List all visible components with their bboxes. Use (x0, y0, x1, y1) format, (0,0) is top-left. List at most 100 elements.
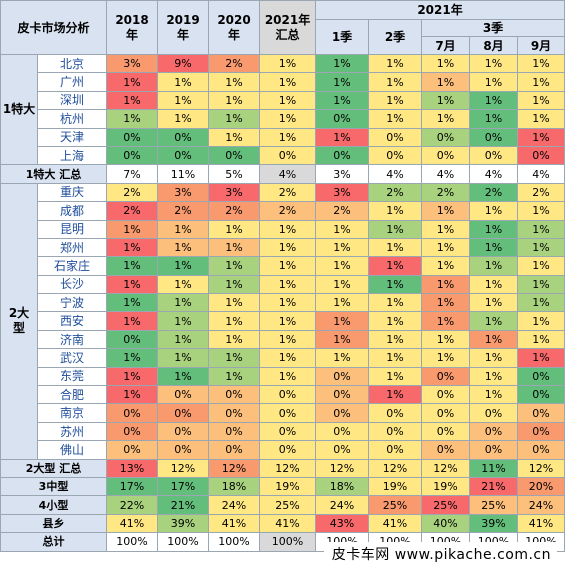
table-row: 武汉 1% 1% 1% 1% 1% 1% 1% 1% 1% (1, 348, 565, 368)
value-cell: 0% (315, 385, 370, 405)
city-label: 济南 (36, 329, 108, 350)
value-cell: 0% (469, 403, 519, 423)
value-cell: 1% (157, 72, 210, 92)
value-cell: 1% (259, 90, 317, 111)
value-cell: 1% (208, 293, 261, 313)
segment-label: 3中型 (0, 476, 108, 497)
summary-value-cell: 12% (368, 458, 423, 478)
value-cell: 1% (368, 201, 423, 221)
value-cell: 100% (157, 532, 210, 552)
city-label: 昆明 (36, 219, 108, 239)
table-row: 合肥 1% 0% 0% 0% 0% 1% 0% 1% 0% (1, 385, 565, 405)
col-2021-summary: 2021年 汇总 (259, 0, 317, 55)
value-cell: 0% (517, 440, 565, 460)
value-cell: 1% (259, 127, 317, 147)
city-label: 佛山 (36, 440, 108, 460)
value-cell: 1% (259, 293, 317, 313)
value-cell: 1% (259, 109, 317, 129)
value-cell: 1% (421, 256, 471, 276)
value-cell: 1% (469, 237, 519, 258)
value-cell: 1% (157, 366, 210, 387)
city-label: 长沙 (36, 274, 108, 295)
value-cell: 2% (315, 201, 370, 221)
value-cell: 1% (421, 237, 471, 258)
value-cell: 1% (469, 311, 519, 331)
summary-value-cell: 4% (517, 164, 565, 184)
col-2018-label: 2018 年 (115, 12, 149, 42)
value-cell: 1% (315, 293, 370, 313)
value-cell: 24% (315, 495, 370, 515)
value-cell: 41% (259, 513, 317, 534)
value-cell: 0% (315, 440, 370, 460)
value-cell: 25% (259, 495, 317, 515)
value-cell: 2% (106, 201, 159, 221)
value-cell: 1% (517, 127, 565, 147)
value-cell: 0% (421, 403, 471, 423)
value-cell: 0% (469, 145, 519, 166)
value-cell: 21% (157, 495, 210, 515)
city-label: 北京 (36, 53, 108, 74)
value-cell: 1% (106, 237, 159, 258)
table-row: 杭州 1% 1% 1% 1% 0% 1% 1% 1% 1% (1, 109, 565, 129)
value-cell: 0% (368, 421, 423, 442)
value-cell: 0% (106, 421, 159, 442)
value-cell: 1% (368, 348, 423, 368)
col-2018: 2018 年 (106, 0, 159, 55)
value-cell: 43% (315, 513, 370, 534)
value-cell: 0% (259, 421, 317, 442)
value-cell: 2% (157, 201, 210, 221)
value-cell: 1% (469, 109, 519, 129)
city-label: 郑州 (36, 237, 108, 258)
table-row: 3中型 17% 17% 18% 19% 18% 19% 19% 21% 20% (0, 476, 565, 497)
value-cell: 1% (469, 293, 519, 313)
value-cell: 1% (368, 53, 423, 74)
value-cell: 1% (368, 219, 423, 239)
value-cell: 1% (157, 90, 210, 111)
col-2020: 2020 年 (208, 0, 261, 55)
value-cell: 19% (259, 476, 317, 497)
value-cell: 100% (208, 532, 261, 552)
value-cell: 1% (469, 72, 519, 92)
value-cell: 0% (421, 440, 471, 460)
value-cell: 41% (368, 513, 423, 534)
value-cell: 24% (208, 495, 261, 515)
value-cell: 1% (208, 237, 261, 258)
table-row: 深圳 1% 1% 1% 1% 1% 1% 1% 1% 1% (1, 90, 565, 111)
summary-value-cell: 4% (421, 164, 471, 184)
summary-value-cell: 12% (421, 458, 471, 478)
value-cell: 1% (469, 385, 519, 405)
value-cell: 1% (259, 256, 317, 276)
table-row: 昆明 1% 1% 1% 1% 1% 1% 1% 1% 1% (1, 219, 565, 239)
value-cell: 1% (208, 274, 261, 295)
value-cell: 1% (106, 219, 159, 239)
value-cell: 39% (157, 513, 210, 534)
value-cell: 3% (315, 182, 370, 203)
value-cell: 1% (315, 311, 370, 331)
table-row: 1特大 北京 3% 9% 2% 1% 1% 1% 1% 1% 1% (0, 53, 565, 166)
value-cell: 41% (106, 513, 159, 534)
value-cell: 9% (157, 53, 210, 74)
value-cell: 1% (259, 53, 317, 74)
value-cell: 0% (157, 385, 210, 405)
value-cell: 0% (208, 440, 261, 460)
value-cell: 2% (421, 182, 471, 203)
value-cell: 17% (106, 476, 159, 497)
value-cell: 1% (469, 274, 519, 295)
value-cell: 3% (106, 53, 159, 74)
value-cell: 1% (315, 53, 370, 74)
region-label: 1特大 (0, 53, 38, 166)
value-cell: 1% (157, 109, 210, 129)
value-cell: 1% (368, 72, 423, 92)
value-cell: 1% (421, 53, 471, 74)
value-cell: 1% (315, 72, 370, 92)
city-label: 广州 (36, 72, 108, 92)
value-cell: 22% (106, 495, 159, 515)
value-cell: 1% (517, 256, 565, 276)
col-2019-label: 2019 年 (166, 12, 200, 42)
value-cell: 1% (208, 329, 261, 350)
summary-value-cell: 11% (157, 164, 210, 184)
value-cell: 0% (259, 145, 317, 166)
value-cell: 0% (157, 127, 210, 147)
city-label: 重庆 (36, 182, 108, 203)
